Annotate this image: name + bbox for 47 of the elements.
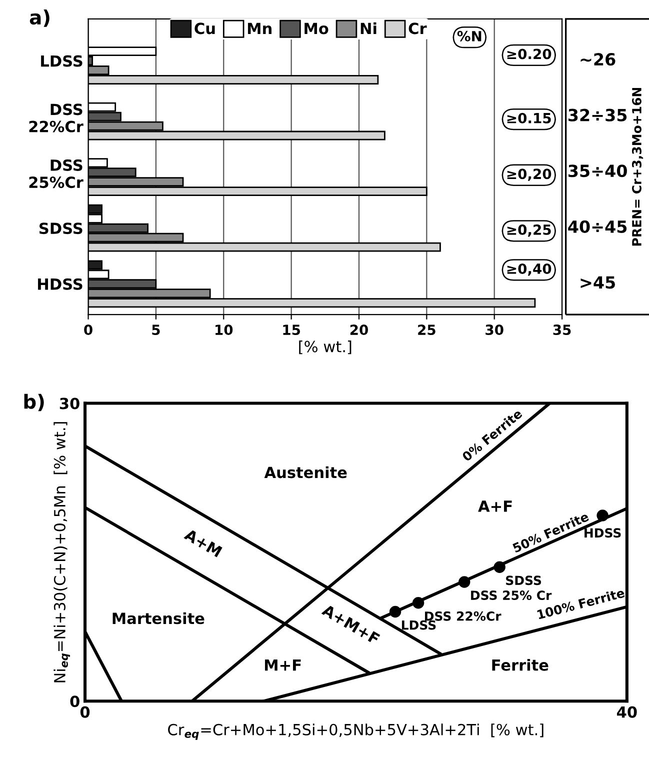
y-tick-label: DSS 22%Cr: [29, 104, 84, 132]
annotation: ≥0,20: [507, 168, 552, 181]
text: ~26: [580, 53, 616, 66]
x-axis-title: [% wt.]: [299, 340, 352, 354]
text: 35÷40: [568, 164, 627, 178]
y-tick-label: 0: [70, 696, 80, 708]
data-label: DSS 25% Cr: [471, 590, 552, 600]
annotation: ≥0,25: [507, 224, 551, 237]
x-tick-label: 10: [216, 324, 233, 336]
legend-label: Cr: [408, 22, 427, 34]
y-tick-label: SDSS: [39, 222, 82, 234]
text: >45: [580, 276, 615, 289]
annotation: Austenite: [264, 466, 347, 478]
text: 40÷45: [568, 220, 627, 233]
x-axis-title: Cr$_{eq}$=Cr+Mo+1,5Si+0,5Nb+5V+3Al+2Ti [% wt.]: [168, 724, 544, 740]
x-tick-label: 40: [616, 706, 637, 718]
annotation: ≥0.20: [507, 48, 552, 60]
y-tick-label: 30: [60, 398, 80, 410]
y-axis-title: Ni$_{eq}$=Ni+30(C+N)+0,5Mn [% wt.]: [54, 422, 70, 682]
data-label: SDSS: [506, 576, 542, 586]
y-tick-label: HDSS: [38, 278, 82, 290]
data-label: DSS 22%Cr: [425, 611, 502, 621]
x-tick-label: 35: [553, 324, 571, 336]
annotation: M+F: [265, 659, 301, 671]
legend-label: Cu: [194, 22, 215, 34]
x-tick-label: 25: [418, 324, 436, 336]
legend-label: Mn: [248, 22, 272, 34]
text: 32÷35: [568, 108, 627, 122]
x-tick-label: 15: [283, 324, 300, 336]
annotation: Martensite: [112, 612, 204, 624]
annotation: ≥0,40: [507, 263, 552, 276]
x-tick-label: 0: [84, 324, 92, 336]
data-label: LDSS: [402, 620, 436, 630]
text: PREN= Cr+3,3Mo+16N: [632, 88, 644, 246]
annotation: ≥0.15: [507, 112, 551, 124]
x-tick-label: 5: [152, 324, 160, 336]
legend-label: Ni: [360, 22, 376, 34]
y-tick-label: DSS 25%Cr: [29, 159, 84, 188]
chart-title: b): [24, 394, 44, 412]
x-tick-label: 30: [486, 324, 504, 336]
x-tick-label: 20: [350, 324, 368, 336]
legend-label: Mo: [304, 22, 328, 34]
y-tick-label: LDSS: [41, 55, 82, 67]
annotation: %N: [457, 30, 482, 42]
chart-title: a): [30, 10, 50, 27]
annotation: Ferrite: [492, 659, 548, 671]
annotation: A+F: [478, 500, 512, 512]
